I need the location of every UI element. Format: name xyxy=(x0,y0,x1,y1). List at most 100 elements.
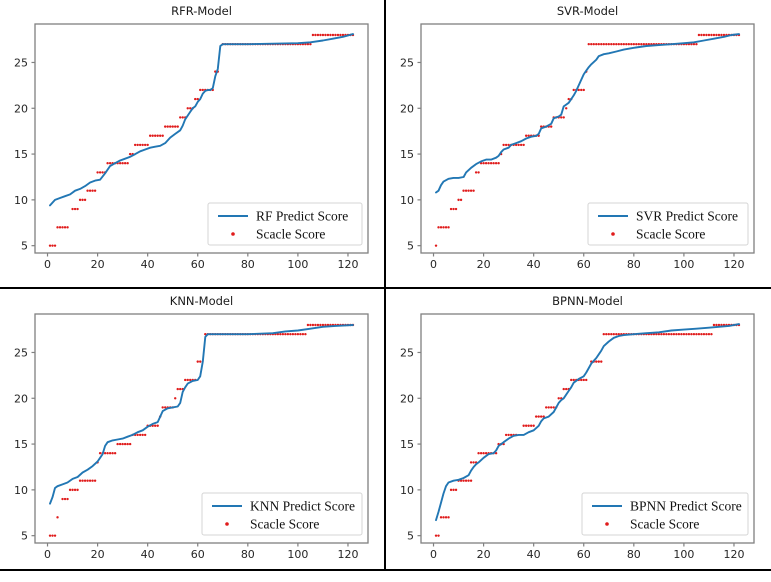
scale-score-dot xyxy=(186,107,189,110)
scale-score-dot xyxy=(113,452,117,455)
scale-score-dot xyxy=(452,207,455,211)
scale-score-dot xyxy=(336,33,340,37)
scale-score-dot xyxy=(444,226,448,229)
scale-score-dot xyxy=(710,332,713,336)
scale-score-dot xyxy=(622,42,626,46)
scale-score-dot xyxy=(552,406,555,409)
scale-score-dot xyxy=(527,424,530,427)
scale-score-dot xyxy=(680,332,683,336)
chart-title: RFR-Model xyxy=(171,4,232,18)
scale-score-dot xyxy=(667,332,671,336)
scale-score-dot xyxy=(331,33,335,37)
scale-score-dot xyxy=(48,534,52,537)
scale-score-dot xyxy=(339,33,342,37)
scale-score-dot xyxy=(492,162,495,165)
scale-score-dot xyxy=(519,143,523,147)
scale-score-dot xyxy=(482,162,485,165)
scale-score-dot xyxy=(532,424,535,427)
scale-score-dot xyxy=(560,116,563,119)
scale-score-dot xyxy=(665,332,668,336)
x-tick-label: 0 xyxy=(430,258,437,271)
scale-score-dot xyxy=(96,171,99,174)
scale-score-dot xyxy=(326,33,330,37)
predict-line xyxy=(49,324,354,505)
scale-score-dot xyxy=(121,442,124,446)
scale-score-dot xyxy=(700,33,703,37)
x-tick-label: 60 xyxy=(191,258,205,271)
x-tick-label: 120 xyxy=(723,258,744,271)
scale-score-dot xyxy=(695,42,698,46)
scale-score-dot xyxy=(166,125,169,128)
scale-score-dot xyxy=(582,378,585,382)
scale-score-dot xyxy=(442,226,445,229)
scale-score-dot xyxy=(314,323,317,327)
scale-score-dot xyxy=(81,198,84,202)
scale-score-dot xyxy=(469,479,473,482)
scale-score-dot xyxy=(434,534,438,537)
y-axis: 5 10 15 20 25 xyxy=(14,56,35,253)
y-axis: 5 10 15 20 25 xyxy=(400,56,421,253)
scale-score-dot xyxy=(537,415,540,418)
scale-score-dot xyxy=(321,33,325,37)
scale-score-dot xyxy=(585,378,588,382)
scale-score-dot xyxy=(565,107,568,110)
x-axis: 0 20 40 60 80 100 120 xyxy=(430,253,744,271)
scale-score-dot xyxy=(176,125,179,128)
scale-score-dot xyxy=(605,332,608,336)
scale-score-dot xyxy=(98,452,102,455)
x-tick-label: 20 xyxy=(91,548,105,561)
scale-score-dot xyxy=(199,360,202,363)
scale-score-dot xyxy=(605,42,608,46)
scale-score-dot xyxy=(279,332,282,336)
x-tick-label: 60 xyxy=(191,548,205,561)
scale-score-dot xyxy=(452,488,455,492)
scale-score-dot xyxy=(497,162,500,165)
scale-score-dot xyxy=(126,442,129,446)
scale-score-dot xyxy=(577,88,580,92)
y-tick-label: 25 xyxy=(14,56,28,69)
scale-score-dot xyxy=(454,488,458,492)
scale-score-dot xyxy=(434,244,438,247)
x-tick-label: 40 xyxy=(527,258,541,271)
scale-score-dot xyxy=(539,415,543,418)
scale-score-dot xyxy=(143,433,147,437)
scale-score-dot xyxy=(199,88,202,92)
scale-score-dot xyxy=(181,116,184,119)
y-tick-label: 10 xyxy=(14,194,28,207)
scale-score-dot xyxy=(169,125,172,128)
scale-score-dot xyxy=(474,171,478,174)
scale-score-dot xyxy=(91,189,94,192)
scale-score-dot xyxy=(449,488,453,492)
scale-score-dot xyxy=(88,479,92,482)
scale-score-dot xyxy=(444,516,448,519)
x-tick-label: 40 xyxy=(141,258,155,271)
scale-score-dot xyxy=(472,461,475,464)
scale-score-dot xyxy=(153,134,157,137)
scale-score-dot xyxy=(632,42,636,46)
x-tick-label: 40 xyxy=(527,548,541,561)
scale-score-dot xyxy=(489,162,493,165)
scale-score-dot xyxy=(98,171,102,174)
x-tick-label: 80 xyxy=(241,258,255,271)
y-tick-label: 20 xyxy=(400,102,414,115)
scale-score-dot xyxy=(91,479,94,482)
scale-score-dot xyxy=(600,360,603,363)
scale-score-dot xyxy=(118,162,122,165)
scale-score-dot xyxy=(477,452,480,455)
scale-score-dot xyxy=(324,33,327,37)
chart-title: SVR-Model xyxy=(557,4,618,18)
scale-score-dot xyxy=(319,33,322,37)
scale-score-dot xyxy=(304,332,307,336)
scale-score-dot xyxy=(324,323,327,327)
legend-line-label: BPNN Predict Score xyxy=(630,499,742,514)
chart-title: BPNN-Model xyxy=(552,294,623,308)
scale-score-dot xyxy=(63,497,67,501)
scale-score-dot xyxy=(467,189,470,192)
y-tick-label: 20 xyxy=(14,392,28,405)
scale-score-dot xyxy=(73,488,77,492)
scale-score-dot xyxy=(467,479,470,482)
scale-score-dot xyxy=(712,33,716,37)
scale-score-dot xyxy=(83,198,87,202)
scale-score-dot xyxy=(88,189,92,192)
scale-score-dot xyxy=(514,143,518,147)
